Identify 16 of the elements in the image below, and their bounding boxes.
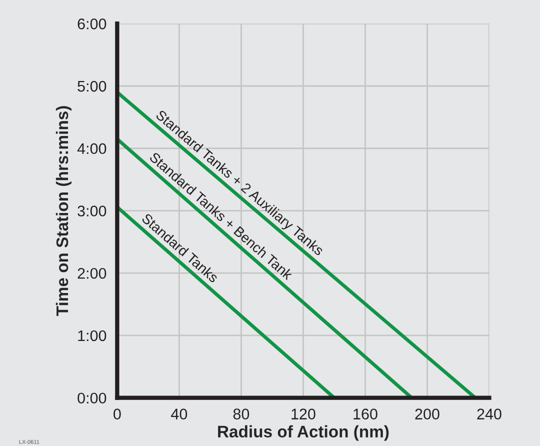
x-tick-label: 40 — [171, 408, 188, 420]
y-tick-label: 0:00 — [78, 392, 106, 404]
y-tick-label: 1:00 — [78, 330, 106, 342]
x-tick-label: 160 — [354, 408, 378, 420]
x-axis-title: Radius of Action (nm) — [218, 425, 389, 441]
y-tick-label: 2:00 — [78, 268, 106, 279]
y-axis-title: Time on Station (hrs:mins) — [56, 106, 72, 316]
x-tick-label: 0 — [114, 408, 121, 420]
y-tick-label: 4:00 — [77, 143, 106, 154]
x-tick-label: 240 — [477, 408, 502, 420]
y-tick-label: 6:00 — [78, 18, 106, 30]
y-tick-label: 5:00 — [78, 80, 106, 92]
y-tick-label: 3:00 — [78, 206, 106, 216]
x-tick-label: 120 — [292, 408, 316, 420]
x-tick-label: 80 — [233, 408, 250, 420]
x-tick-label: 200 — [415, 408, 440, 420]
